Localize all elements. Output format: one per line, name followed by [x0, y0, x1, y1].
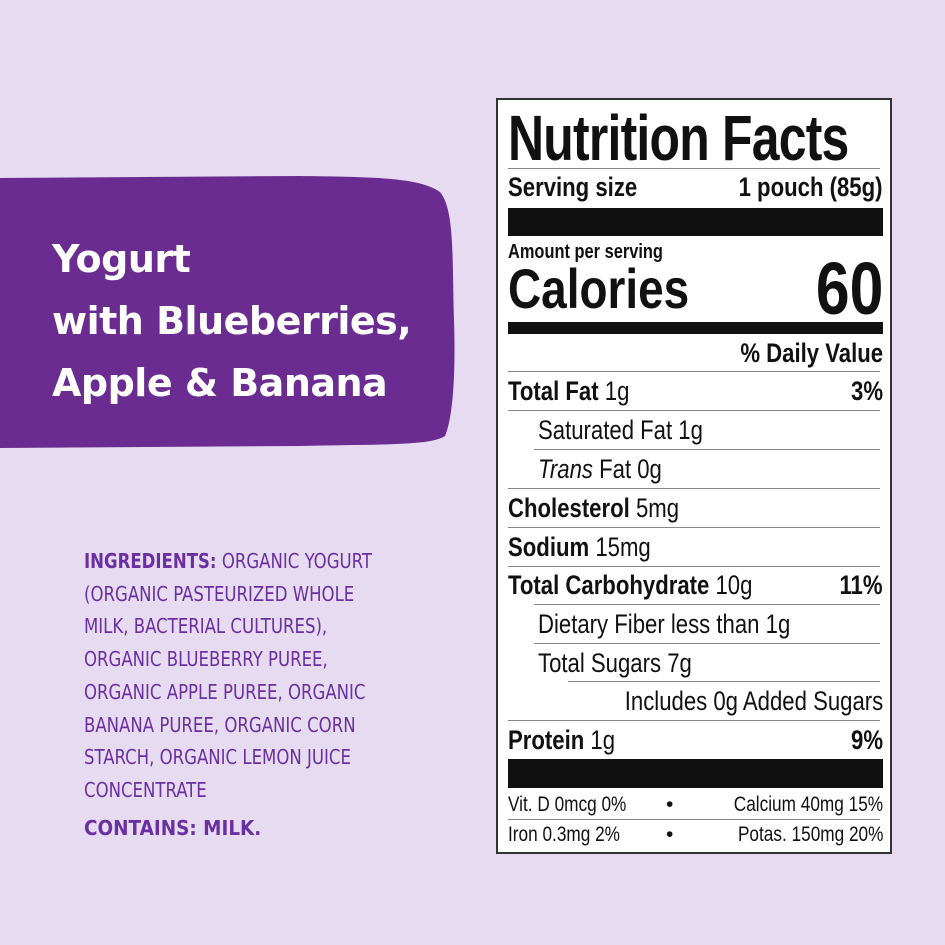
nutrient-name: Trans [538, 454, 593, 484]
micronutrient-right: Calcium 40mg 15% [733, 793, 883, 816]
ingredients-line: ORGANIC YOGURT [216, 549, 372, 573]
allergen-statement: CONTAINS: MILK. [84, 816, 261, 840]
nutrition-title: Nutrition Facts [508, 102, 849, 174]
ingredients-line: (ORGANIC PASTEURIZED WHOLE [84, 581, 355, 606]
micronutrient-left: Iron 0.3mg 2% [508, 823, 620, 846]
micronutrient-right: Potas. 150mg 20% [737, 823, 883, 846]
thick-divider [508, 208, 883, 236]
product-title: Yogurt with Blueberries, Apple & Banana [52, 228, 412, 414]
nutrient-name: Cholesterol [508, 493, 630, 523]
calories-value: 60 [815, 247, 883, 330]
thick-divider [508, 759, 883, 788]
daily-value-header: % Daily Value [740, 338, 883, 368]
nutrition-facts-label: Nutrition Facts Serving size 1 pouch (85g… [496, 98, 892, 854]
nutrient-row-total-carbohydrate: Total Carbohydrate 10g 11% [508, 566, 883, 604]
title-line: with Blueberries, [52, 299, 412, 343]
ingredients-line: MILK, BACTERIAL CULTURES), [84, 614, 328, 639]
serving-size: Serving size [508, 170, 637, 204]
ingredients-line: STARCH, ORGANIC LEMON JUICE [84, 745, 351, 770]
nutrient-dv: 9% [850, 725, 883, 755]
nutrient-amount: Fat 0g [592, 454, 662, 484]
ingredients-line: CONCENTRATE [84, 777, 207, 802]
ingredients-line: BANANA PUREE, ORGANIC CORN [84, 712, 356, 737]
nutrient-row-sodium: Sodium 15mg [508, 528, 883, 566]
nutrient-amount: 10g [709, 570, 753, 600]
micronutrient-row: Vit. D 0mcg 0% • Calcium 40mg 15% [508, 790, 883, 820]
nutrient-row-dietary-fiber: Dietary Fiber less than 1g [508, 605, 883, 643]
nutrient-row-trans-fat: Trans Fat 0g [508, 450, 883, 488]
calories-label: Calories [508, 257, 690, 320]
nutrient-name: Includes 0g Added Sugars [624, 686, 883, 716]
nutrient-name: Total Sugars 7g [538, 648, 692, 678]
nutrient-name: Total Fat [508, 376, 599, 406]
nutrient-amount: 1g [598, 376, 630, 406]
micronutrient-left: Vit. D 0mcg 0% [508, 793, 627, 816]
nutrient-row-protein: Protein 1g 9% [508, 721, 883, 759]
ingredients-list: INGREDIENTS: ORGANIC YOGURT (ORGANIC PAS… [84, 545, 444, 807]
nutrient-row-saturated-fat: Saturated Fat 1g [508, 411, 883, 449]
nutrient-name: Protein [508, 725, 585, 755]
amount-per-serving: Amount per serving [508, 241, 663, 263]
serving-value: 1 pouch (85g) [739, 172, 883, 202]
nutrient-row-cholesterol: Cholesterol 5mg [508, 489, 883, 527]
nutrient-dv: 11% [839, 570, 883, 600]
nutrient-amount: 1g [584, 725, 616, 755]
nutrient-name: Saturated Fat 1g [538, 415, 703, 445]
nutrient-dv: 3% [850, 376, 883, 406]
micronutrient-row: Iron 0.3mg 2% • Potas. 150mg 20% [508, 820, 883, 850]
nutrient-amount: 15mg [589, 532, 651, 562]
title-line: Apple & Banana [52, 361, 388, 405]
nutrient-row-total-fat: Total Fat 1g 3% [508, 372, 883, 410]
nutrient-amount: 5mg [629, 493, 680, 523]
nutrient-name: Dietary Fiber less than 1g [538, 609, 791, 639]
medium-divider [508, 322, 883, 334]
serving-label: Serving size [508, 172, 638, 202]
contains-text: CONTAINS: MILK. [84, 816, 262, 840]
ingredients-label: INGREDIENTS: [84, 549, 217, 573]
nutrient-name: Total Carbohydrate [508, 570, 710, 600]
bullet: • [666, 823, 674, 846]
nutrient-row-total-sugars: Total Sugars 7g [508, 644, 883, 682]
title-line: Yogurt [52, 237, 191, 281]
nutrient-row-added-sugars: Includes 0g Added Sugars [508, 682, 883, 720]
ingredients-line: ORGANIC APPLE PUREE, ORGANIC [84, 679, 366, 704]
nutrient-name: Sodium [508, 532, 590, 562]
bullet: • [666, 793, 674, 816]
ingredients-line: ORGANIC BLUEBERRY PUREE, [84, 647, 328, 672]
